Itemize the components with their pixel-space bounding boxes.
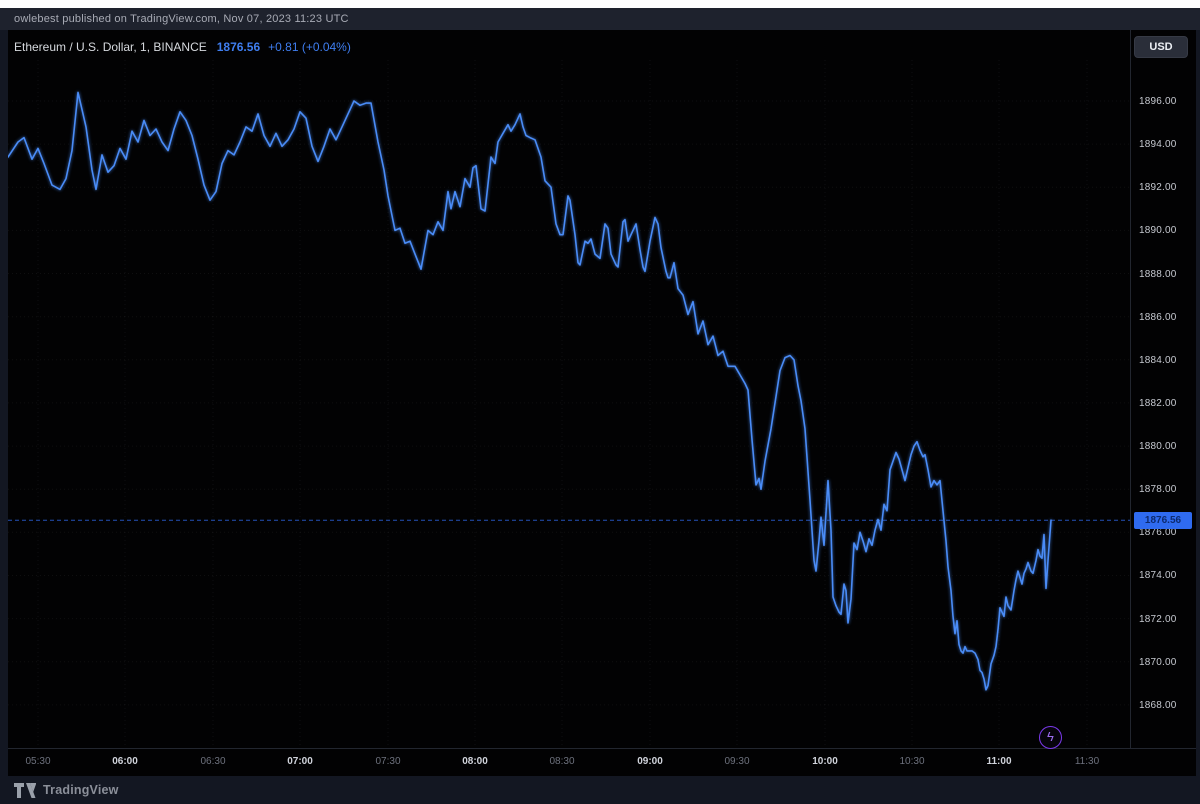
- last-price-value: 1876.56: [216, 40, 261, 54]
- price-line-chart: [8, 60, 1130, 748]
- time-axis-label: 10:30: [899, 756, 925, 767]
- time-axis-label: 07:00: [287, 756, 313, 767]
- flash-button[interactable]: ϟ: [1039, 726, 1062, 749]
- price-axis-label: 1884.00: [1139, 354, 1177, 366]
- time-axis-label: 07:30: [375, 756, 401, 767]
- price-axis-label: 1888.00: [1139, 268, 1177, 280]
- time-axis-label: 05:30: [25, 756, 51, 767]
- time-axis-label: 08:30: [549, 756, 575, 767]
- brand-bar: TradingView: [0, 776, 1200, 804]
- time-axis-label: 11:00: [986, 756, 1012, 767]
- symbol-title[interactable]: Ethereum / U.S. Dollar, 1, BINANCE: [14, 40, 207, 54]
- price-axis-label: 1894.00: [1139, 139, 1177, 151]
- brand-text[interactable]: TradingView: [43, 783, 119, 797]
- price-axis-label: 1880.00: [1139, 441, 1177, 453]
- axis-separator-vertical: [1130, 30, 1131, 748]
- price-axis[interactable]: 1876.56 1896.00 1894.00 1892.00 1890.00 1888…: [1131, 60, 1196, 748]
- time-axis-label: 08:00: [462, 756, 488, 767]
- top-border: [0, 0, 1200, 8]
- time-axis-label: 06:00: [112, 756, 138, 767]
- price-axis-label: 1892.00: [1139, 182, 1177, 194]
- price-axis-label: 1876.00: [1139, 527, 1177, 539]
- last-price-badge: 1876.56: [1134, 511, 1192, 529]
- price-change-value: +0.81 (+0.04%): [268, 40, 351, 54]
- lightning-icon: ϟ: [1047, 729, 1054, 744]
- time-axis-label: 09:00: [637, 756, 663, 767]
- price-axis-label: 1896.00: [1139, 95, 1177, 107]
- time-axis[interactable]: 05:30 06:00 06:30 07:00 07:30 08:00 08:30 09:00…: [8, 748, 1130, 776]
- currency-toggle-button[interactable]: USD: [1134, 36, 1188, 58]
- chart-header: Ethereum / U.S. Dollar, 1, BINANCE 1876.…: [14, 36, 351, 58]
- price-axis-label: 1868.00: [1139, 699, 1177, 711]
- tradingview-logo-icon[interactable]: [14, 782, 36, 798]
- price-axis-label: 1878.00: [1139, 484, 1177, 496]
- axis-separator-horizontal: [8, 748, 1196, 749]
- price-axis-label: 1872.00: [1139, 613, 1177, 625]
- time-axis-label: 10:00: [812, 756, 838, 767]
- price-axis-label: 1886.00: [1139, 311, 1177, 323]
- price-axis-label: 1874.00: [1139, 570, 1177, 582]
- chart-pane[interactable]: Ethereum / U.S. Dollar, 1, BINANCE 1876.…: [8, 30, 1196, 776]
- time-axis-label: 06:30: [200, 756, 226, 767]
- attribution-bar: owlebest published on TradingView.com, N…: [0, 8, 1200, 30]
- price-axis-label: 1870.00: [1139, 656, 1177, 668]
- chart-plot[interactable]: [8, 60, 1130, 748]
- time-axis-label: 09:30: [724, 756, 750, 767]
- price-axis-label: 1890.00: [1139, 225, 1177, 237]
- price-axis-label: 1882.00: [1139, 397, 1177, 409]
- time-axis-label: 11:30: [1074, 756, 1100, 767]
- attribution-text: owlebest published on TradingView.com, N…: [14, 13, 349, 25]
